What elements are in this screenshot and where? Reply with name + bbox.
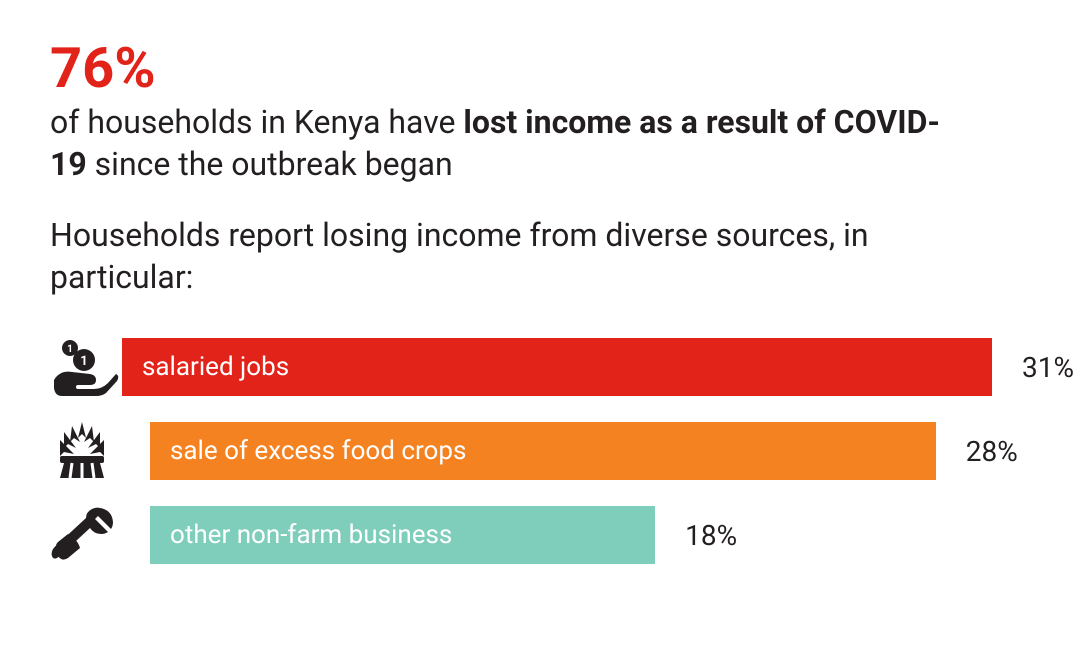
bar-cell: sale of excess food crops 28% [150,422,1031,480]
bar-percent: 18% [685,519,737,552]
bar-row: other non-farm business 18% [50,506,1031,564]
bar-chart: 1 1 salaried jobs 31% [50,328,1031,564]
bar: other non-farm business [150,506,655,564]
svg-text:1: 1 [67,344,73,355]
subhead-text: Households report losing income from div… [50,215,920,298]
headline-suffix: since the outbreak began [87,145,453,183]
bar-cell: other non-farm business 18% [150,506,1031,564]
bar-row: sale of excess food crops 28% [50,422,1031,480]
bar-cell: salaried jobs 31% [122,338,1074,396]
bar-label: sale of excess food crops [170,436,466,466]
svg-text:1: 1 [80,354,87,369]
bar-label: salaried jobs [142,352,289,382]
hand-coin-icon: 1 1 [50,338,122,396]
bar-row: 1 1 salaried jobs 31% [50,338,1031,396]
bar-label: other non-farm business [170,520,452,550]
wrench-icon [50,506,150,564]
headline-percent: 76% [50,40,1031,96]
headline-text: of households in Kenya have lost income … [50,102,970,185]
bar-percent: 31% [1022,351,1074,384]
bar-percent: 28% [966,435,1018,468]
headline-prefix: of households in Kenya have [50,103,463,141]
bar: salaried jobs [122,338,992,396]
wheat-icon [50,420,150,482]
bar: sale of excess food crops [150,422,936,480]
